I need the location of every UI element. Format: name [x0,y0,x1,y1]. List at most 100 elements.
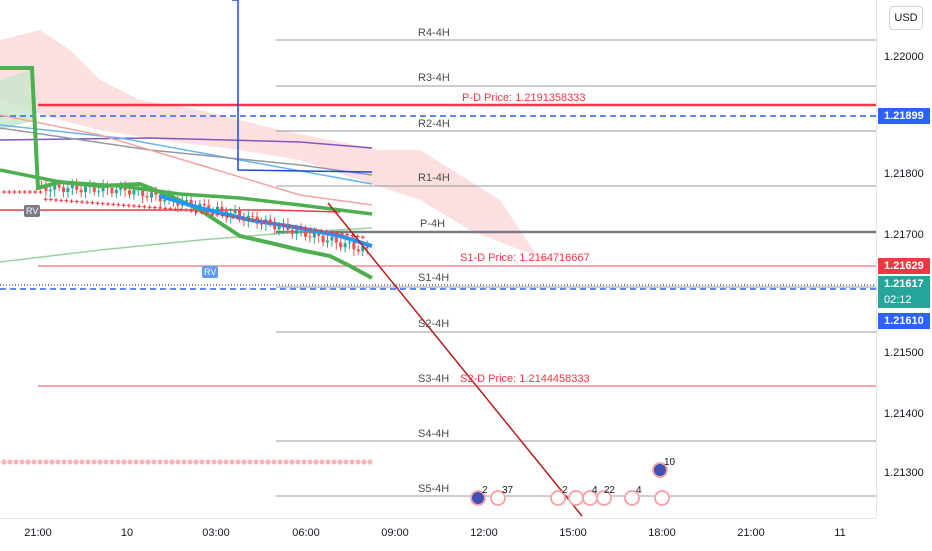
economic-event-icon[interactable] [652,462,668,478]
indicator-dot [319,459,325,465]
level-s3: S3-4H [418,373,450,385]
indicator-dot [223,459,229,465]
event-count: 4 [636,485,642,496]
s1d-price-label: S1-D Price: 1.2164716667 [460,252,590,264]
price-tick: 1.21500 [884,347,924,359]
candle [66,188,70,193]
candle [260,223,263,225]
indicator-dot [325,459,331,465]
currency-button[interactable]: USD [889,6,923,30]
candle [202,203,206,206]
indicator-dot [295,459,301,465]
sar-cross [184,208,188,212]
candle [97,191,101,193]
indicator-dot [1,459,7,465]
candle [343,243,347,248]
candle [185,199,189,202]
sar-cross [38,190,43,194]
candle [273,223,277,230]
candle [233,210,237,214]
us-flag-icon[interactable] [550,490,566,506]
candle [290,229,294,234]
bar-countdown: 02:12 [884,294,912,306]
indicator-dot [127,459,133,465]
indicator-dot [181,459,187,465]
us-flag-icon[interactable] [624,490,640,506]
sar-cross [85,200,90,205]
sar-cross [178,207,183,212]
indicator-dot [235,459,241,465]
rv-marker[interactable]: RV [202,266,219,278]
sar-cross [22,190,27,194]
indicator-dot [277,459,283,465]
indicator-dot [145,459,151,465]
candle [48,189,52,192]
indicator-dot [247,459,253,465]
indicator-dot [307,459,313,465]
sar-cross [2,190,6,194]
sar-cross [189,208,194,213]
indicator-dot [265,459,271,465]
indicator-dot [37,459,43,465]
us-flag-icon[interactable] [490,490,506,506]
sar-cross [28,190,32,194]
sar-cross [116,202,121,207]
projection-line [327,202,583,517]
grey-ma [0,127,373,176]
ichimoku-cloud-green [0,70,36,130]
indicator-dot [367,459,373,465]
indicator-dot [139,459,145,465]
candle [220,206,224,212]
sar-cross [74,199,79,204]
indicator-dot [103,459,109,465]
indicator-dot [211,459,217,465]
sar-cross [158,206,162,210]
sar-cross [152,205,157,210]
sar-cross [303,226,308,231]
sar-cross [199,210,204,215]
sar-cross [111,202,116,207]
time-axis[interactable] [0,518,876,551]
level-r3: R3-4H [418,72,450,84]
candle [251,215,255,217]
indicator-dot [301,459,307,465]
sar-cross [210,212,214,216]
indicator-dot [289,459,295,465]
candle [62,187,65,193]
price-tick: 1.21700 [884,229,924,241]
sar-cross [308,227,313,232]
sar-cross [132,204,136,208]
candle [317,232,321,236]
green-ma-slow [0,168,373,216]
level-p: P-4H [420,218,446,230]
candle [304,229,307,237]
sar-cross [298,225,303,230]
sar-cross [319,228,324,233]
indicator-dot [55,459,61,465]
sar-cross [277,222,282,227]
sar-cross [288,224,292,228]
last-price-tag: 1.21617 02:12 [878,276,930,308]
indicator-dot [133,459,139,465]
indicator-dot [343,459,349,465]
event-count: 4 [592,485,598,496]
sar-cross [54,198,58,202]
indicator-dot [151,459,157,465]
time-tick: 21:00 [737,527,765,539]
level-s5: S5-4H [418,483,450,495]
indicator-dot [313,459,319,465]
economic-event-icon[interactable] [470,490,486,506]
indicator-dot [61,459,67,465]
price-tick: 1.21400 [884,408,924,420]
indicator-dot [187,459,193,465]
rv-marker[interactable]: RV [24,205,41,217]
us-flag-icon[interactable] [654,490,670,506]
sar-cross [59,198,64,203]
sar-cross [267,220,272,225]
sar-cross [121,203,126,208]
us-flag-icon[interactable] [596,490,612,506]
candle [330,237,334,241]
sar-cross [7,190,12,194]
sar-cross [48,197,53,202]
